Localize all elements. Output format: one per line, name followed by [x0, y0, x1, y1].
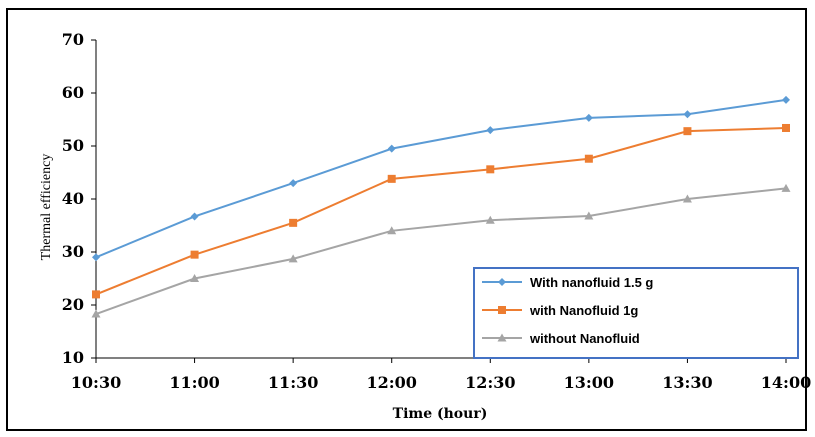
legend-label: With nanofluid 1.5 g [530, 275, 653, 290]
x-tick-label: 13:00 [564, 373, 614, 392]
x-tick-label: 11:30 [268, 373, 318, 392]
data-point [584, 113, 593, 122]
data-point [92, 253, 100, 262]
legend-entry: without Nanofluid [482, 331, 640, 346]
data-point [683, 127, 692, 136]
series-3 [91, 183, 791, 318]
legend-entry: with Nanofluid 1g [482, 303, 638, 318]
data-point [190, 274, 200, 282]
legend-label: with Nanofluid 1g [529, 303, 638, 318]
data-point [190, 250, 199, 259]
y-tick-label: 60 [62, 83, 84, 102]
y-tick-label: 40 [62, 189, 84, 208]
legend-label: without Nanofluid [529, 331, 640, 346]
data-point [584, 154, 593, 163]
legend-entry: With nanofluid 1.5 g [482, 275, 653, 290]
data-point [782, 123, 790, 132]
series-line [95, 126, 787, 296]
data-point [584, 211, 594, 220]
data-point [485, 215, 495, 224]
legend: With nanofluid 1.5 g with Nanofluid 1g wit… [473, 267, 799, 359]
data-point [683, 110, 692, 119]
data-point [486, 126, 495, 135]
x-axis: 10:30 11:00 11:30 12:00 12:30 13:00 13:30 14:00 [71, 357, 811, 392]
data-point [781, 183, 791, 192]
legend-swatch-marker [498, 306, 506, 314]
data-point [387, 226, 397, 235]
data-point [288, 254, 298, 263]
series-1 [92, 95, 790, 262]
data-point [92, 290, 100, 299]
y-axis: 10 20 30 40 50 60 70 [62, 30, 97, 367]
y-tick-label: 70 [62, 30, 84, 49]
y-tick-label: 50 [62, 136, 84, 155]
chart-frame [6, 8, 807, 431]
x-tick-label: 10:30 [71, 373, 121, 392]
series-line [95, 187, 787, 315]
x-tick-label: 12:30 [465, 373, 515, 392]
y-tick-label: 30 [62, 242, 84, 261]
series-line [95, 98, 787, 259]
data-point [486, 165, 495, 174]
data-point [387, 174, 396, 183]
x-tick-label: 13:30 [662, 373, 712, 392]
data-point [387, 144, 396, 153]
legend-swatch-marker [497, 333, 507, 342]
series-2 [92, 123, 790, 299]
data-point [782, 95, 790, 104]
data-point [289, 218, 298, 227]
legend-swatch-marker [498, 278, 506, 286]
legend-box [473, 267, 799, 359]
plot-area [91, 95, 791, 318]
x-tick-label: 12:00 [366, 373, 416, 392]
data-point [190, 212, 199, 221]
y-tick-label: 10 [62, 348, 84, 367]
data-point [682, 194, 692, 203]
x-axis-title: Time (hour) [393, 406, 488, 422]
x-tick-label: 11:00 [169, 373, 219, 392]
y-tick-label: 20 [62, 295, 84, 314]
y-axis-title: Thermal efficiency [39, 154, 54, 261]
data-point [91, 309, 101, 318]
data-point [289, 179, 298, 188]
x-tick-label: 14:00 [761, 373, 811, 392]
